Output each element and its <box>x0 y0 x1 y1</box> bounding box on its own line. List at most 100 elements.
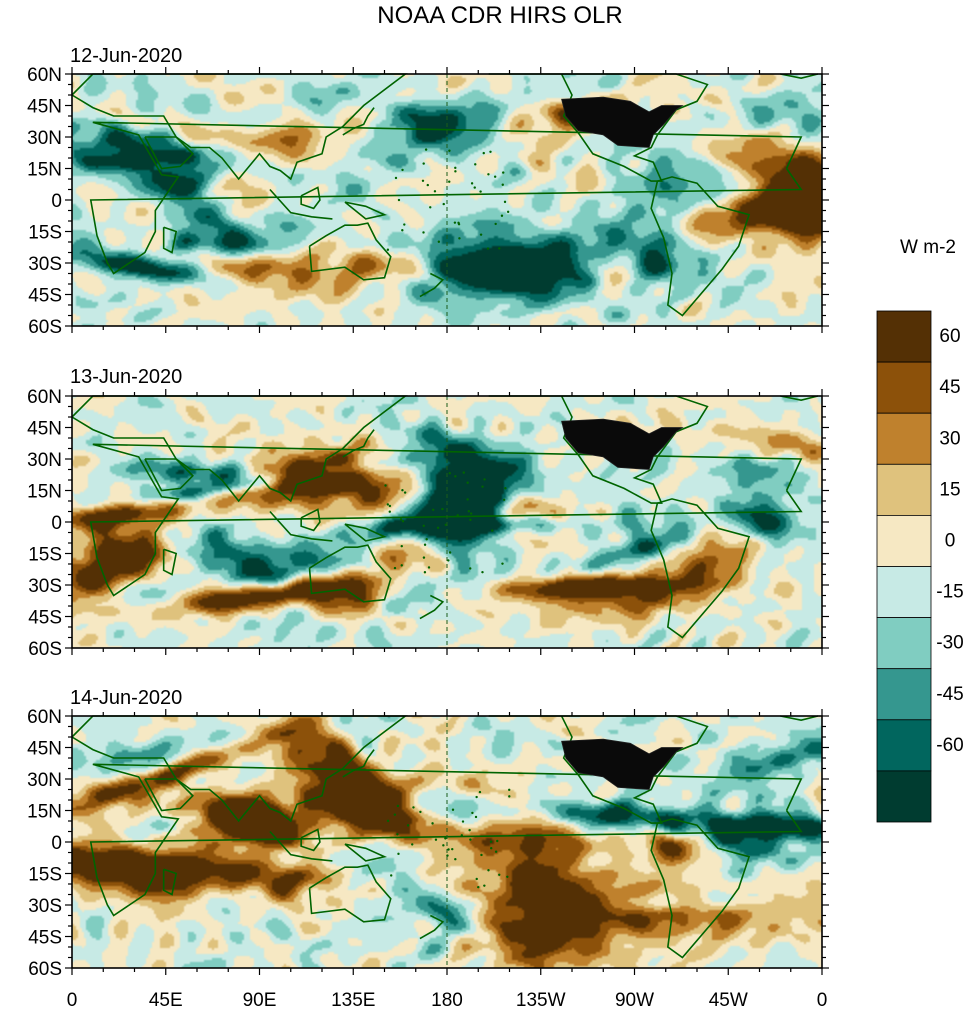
island-dot <box>487 869 490 872</box>
coastlines-layer <box>71 73 819 317</box>
lon-label: 135W <box>516 990 566 1011</box>
axis-ticks <box>65 389 829 655</box>
coastline-path <box>419 272 445 298</box>
island-dot <box>508 795 511 798</box>
coastlines-layer <box>71 715 819 959</box>
coastline-path <box>780 715 819 722</box>
island-dot <box>482 151 485 155</box>
island-dot <box>469 512 473 515</box>
island-dot <box>508 788 511 792</box>
coastline-path <box>650 176 751 317</box>
island-dot <box>500 214 504 217</box>
island-dot <box>400 544 403 548</box>
island-dot <box>477 885 480 889</box>
island-dot <box>469 518 472 522</box>
coastline-path <box>144 136 194 170</box>
colorbar-tick-label: -60 <box>936 735 963 756</box>
island-dot <box>474 815 478 819</box>
island-dot <box>433 190 437 193</box>
island-dot <box>481 570 484 574</box>
coastlines-layer <box>71 395 819 639</box>
coastline-path <box>344 201 388 220</box>
map-panel-12-jun: 12-Jun-2020 <box>65 45 829 333</box>
lat-label: 15N <box>27 160 62 181</box>
island-dot <box>487 173 490 176</box>
coastline-path <box>780 395 819 402</box>
island-dot <box>475 795 478 799</box>
colorbar-swatch <box>876 361 932 414</box>
colorbar-swatch <box>876 668 932 721</box>
lon-label: 45W <box>709 990 748 1011</box>
coastline-path <box>269 830 333 862</box>
island-dot <box>448 472 451 475</box>
lon-label: 90W <box>615 990 654 1011</box>
coastline-path <box>344 523 388 542</box>
lat-label: 60S <box>28 317 62 338</box>
lat-label: 45S <box>28 928 62 949</box>
lat-label: 15S <box>28 223 62 244</box>
lat-label: 15N <box>27 482 62 503</box>
island-dot <box>401 229 404 232</box>
island-dot <box>399 518 403 521</box>
panel-date-label: 12-Jun-2020 <box>70 45 182 67</box>
island-dot <box>498 873 501 876</box>
coastline-path <box>300 828 321 852</box>
island-dot <box>453 221 457 224</box>
lat-label: 45S <box>28 286 62 307</box>
island-dot <box>425 538 428 541</box>
island-dot <box>479 190 482 193</box>
island-dot <box>483 884 486 887</box>
colorbar-swatch <box>876 412 932 465</box>
island-dot <box>454 166 457 170</box>
lat-label: 30N <box>27 770 62 791</box>
island-dot <box>489 840 493 843</box>
island-dot <box>442 844 445 847</box>
lon-label: 0 <box>67 990 78 1011</box>
coastline-path <box>144 458 194 492</box>
colorbar-tick-label: 0 <box>945 531 956 552</box>
lat-label: 0 <box>51 833 62 854</box>
island-dot <box>437 240 441 243</box>
island-dot <box>441 507 444 511</box>
colorbar-swatch <box>876 566 932 618</box>
island-dot <box>431 508 435 511</box>
island-dot <box>396 833 399 836</box>
island-dot <box>393 566 397 570</box>
lon-label: 135E <box>331 990 375 1011</box>
us-state-boundaries <box>561 738 684 790</box>
coastline-path <box>342 749 375 778</box>
figure-title: NOAA CDR HIRS OLR <box>377 2 622 29</box>
island-dot <box>458 237 461 240</box>
coastline-path <box>89 763 803 917</box>
island-dot <box>388 504 392 508</box>
island-dot <box>431 822 434 825</box>
island-dot <box>422 556 426 559</box>
island-dot <box>454 475 457 478</box>
lat-label: 0 <box>51 513 62 534</box>
lat-label: 30N <box>27 128 62 149</box>
coastline-path <box>89 443 803 597</box>
island-dot <box>504 487 507 490</box>
island-dot <box>456 514 459 517</box>
colorbar-tick-label: 60 <box>939 326 960 347</box>
panel-date-label: 14-Jun-2020 <box>70 687 182 709</box>
island-dot <box>457 223 461 226</box>
island-dot <box>480 853 483 857</box>
lat-label: 45N <box>27 419 62 440</box>
lat-label: 15S <box>28 865 62 886</box>
island-dot <box>400 564 403 567</box>
island-dot <box>422 524 425 527</box>
colorbar-tick-label: 45 <box>939 377 960 398</box>
axis-ticks <box>65 709 829 975</box>
island-dot <box>473 186 476 189</box>
colorbar-units: W m-2 <box>900 237 956 258</box>
island-dot <box>386 248 390 251</box>
coastline-path <box>269 188 333 220</box>
island-dot <box>471 811 474 815</box>
colorbar-tick-label: -30 <box>936 633 963 654</box>
coastline-path <box>308 864 392 923</box>
island-dot <box>401 168 404 172</box>
colorbar-tick-label: 15 <box>939 479 960 500</box>
lon-label: 0 <box>817 990 828 1011</box>
lon-label: 90E <box>243 990 277 1011</box>
